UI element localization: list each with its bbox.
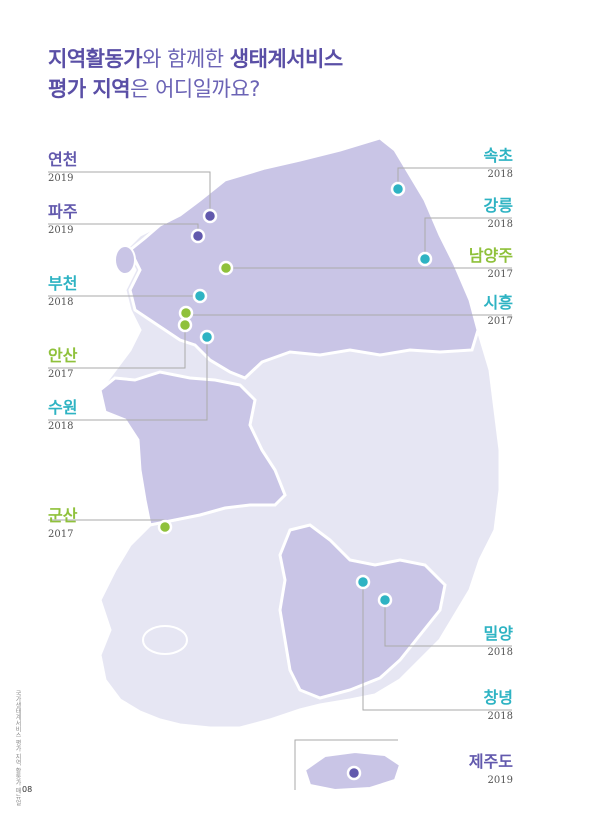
label-namyangju-year: 2017 bbox=[487, 269, 513, 280]
label-gunsan-year: 2017 bbox=[48, 529, 74, 540]
leader-changnyeong bbox=[362, 582, 512, 711]
label-gunsan: 군산 2017 bbox=[48, 506, 77, 542]
title-light-1: 와 함께한 bbox=[142, 47, 230, 71]
label-paju-year: 2019 bbox=[48, 225, 74, 236]
label-changnyeong-year: 2018 bbox=[487, 711, 513, 722]
label-suwon-year: 2018 bbox=[48, 421, 74, 432]
label-siheung-name: 시흥 bbox=[483, 293, 513, 312]
label-suwon-name: 수원 bbox=[48, 398, 78, 417]
label-gangneung-year: 2018 bbox=[487, 219, 513, 230]
region-chungnam bbox=[98, 370, 287, 527]
label-miryang-year: 2018 bbox=[487, 647, 513, 658]
label-bucheon: 부천 2018 bbox=[48, 274, 77, 310]
label-namyangju-name: 남양주 bbox=[468, 246, 513, 265]
label-jeju-year: 2019 bbox=[487, 775, 513, 786]
label-yeoncheon-name: 연천 bbox=[48, 150, 78, 169]
jeju-bracket bbox=[294, 739, 398, 790]
dot-bucheon bbox=[192, 288, 208, 304]
title-line-1: 지역활동가와 함께한 생태계서비스 bbox=[48, 44, 343, 74]
label-ansan-name: 안산 bbox=[48, 346, 78, 365]
label-sokcho: 속초 2018 bbox=[484, 146, 513, 182]
island-sw-1 bbox=[142, 625, 188, 655]
page-title: 지역활동가와 함께한 생태계서비스 평가 지역은 어디일까요? bbox=[48, 44, 343, 104]
dot-gunsan bbox=[157, 519, 173, 535]
label-suwon: 수원 2018 bbox=[48, 398, 77, 434]
dot-jeju bbox=[346, 765, 362, 781]
label-miryang-name: 밀양 bbox=[483, 624, 513, 643]
label-gangneung-name: 강릉 bbox=[483, 196, 513, 215]
island-west-1 bbox=[114, 245, 136, 275]
title-bold-1: 지역활동가 bbox=[48, 47, 143, 71]
label-miryang: 밀양 2018 bbox=[484, 624, 513, 660]
dot-ansan bbox=[177, 317, 193, 333]
label-ansan-year: 2017 bbox=[48, 369, 74, 380]
leader-sokcho bbox=[397, 167, 512, 188]
side-running-text: 국가생태계서비스 평가 지역 활동가 매뉴얼 bbox=[14, 690, 21, 806]
label-jeju-name: 제주도 bbox=[468, 752, 513, 771]
dot-gangneung bbox=[417, 251, 433, 267]
dot-siheung bbox=[178, 305, 194, 321]
label-sokcho-year: 2018 bbox=[487, 169, 513, 180]
label-jeju: 제주도 2019 bbox=[469, 752, 513, 788]
label-paju: 파주 2019 bbox=[48, 202, 77, 238]
leader-gangneung bbox=[424, 217, 512, 258]
label-gangneung: 강릉 2018 bbox=[484, 196, 513, 232]
dot-miryang bbox=[377, 592, 393, 608]
label-changnyeong-name: 창녕 bbox=[483, 688, 513, 707]
dot-yeoncheon bbox=[202, 208, 218, 224]
leader-yeoncheon bbox=[48, 171, 211, 215]
label-siheung: 시흥 2017 bbox=[484, 293, 513, 329]
title-line-2: 평가 지역은 어디일까요? bbox=[48, 74, 343, 104]
label-yeoncheon-year: 2019 bbox=[48, 173, 74, 184]
location-dots bbox=[157, 181, 433, 781]
label-sokcho-name: 속초 bbox=[483, 146, 513, 165]
leader-miryang bbox=[384, 600, 512, 647]
dot-suwon bbox=[199, 329, 215, 345]
dot-namyangju bbox=[218, 260, 234, 276]
label-paju-name: 파주 bbox=[48, 202, 78, 221]
dot-sokcho bbox=[390, 181, 406, 197]
label-namyangju: 남양주 2017 bbox=[469, 246, 513, 282]
label-bucheon-name: 부천 bbox=[48, 274, 78, 293]
title-bold-2: 생태계서비스 bbox=[229, 47, 343, 71]
leader-ansan bbox=[48, 325, 186, 369]
leader-suwon bbox=[48, 337, 208, 421]
region-gangwon-gyeonggi bbox=[128, 136, 480, 380]
title-light-2: 은 어디일까요? bbox=[130, 77, 260, 101]
label-bucheon-year: 2018 bbox=[48, 297, 74, 308]
dot-paju bbox=[190, 228, 206, 244]
label-yeoncheon: 연천 2019 bbox=[48, 150, 77, 186]
label-changnyeong: 창녕 2018 bbox=[484, 688, 513, 724]
dot-changnyeong bbox=[355, 574, 371, 590]
title-bold-3: 평가 지역 bbox=[48, 77, 131, 101]
label-siheung-year: 2017 bbox=[487, 316, 513, 327]
label-ansan: 안산 2017 bbox=[48, 346, 77, 382]
label-gunsan-name: 군산 bbox=[48, 506, 78, 525]
page-number: 08 bbox=[22, 785, 33, 794]
